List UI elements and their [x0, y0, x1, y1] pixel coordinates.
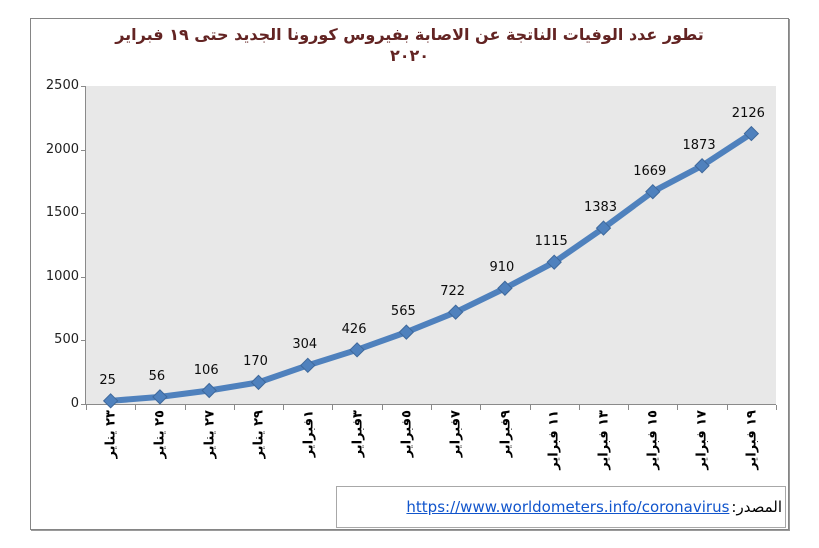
source-box: المصدر: https://www.worldometers.info/co…	[336, 486, 786, 528]
x-axis-tick	[283, 405, 285, 410]
data-label: 565	[390, 304, 416, 320]
y-axis-tick-label: 1500	[45, 205, 79, 221]
data-label: 722	[440, 284, 466, 300]
y-axis-tick-label: 500	[54, 332, 79, 348]
y-axis-tick-label: 2500	[45, 78, 79, 93]
x-axis-tick	[578, 405, 580, 410]
x-axis	[85, 404, 776, 405]
chart-title-line2: ٢٠٢٠	[389, 46, 430, 65]
y-axis-tick	[81, 276, 86, 278]
x-axis-tick	[677, 405, 679, 410]
chart-title-line1: تطور عدد الوفيات الناتجة عن الاصابة بفير…	[115, 25, 704, 44]
data-label: 106	[193, 362, 219, 378]
source-label: المصدر:	[731, 498, 782, 516]
data-label: 56	[148, 368, 166, 384]
x-axis-tick	[480, 405, 482, 410]
data-label: 304	[292, 337, 318, 353]
y-axis-tick	[81, 213, 86, 215]
chart-title: تطور عدد الوفيات الناتجة عن الاصابة بفير…	[31, 24, 788, 66]
x-axis-tick	[381, 405, 383, 410]
x-axis-tick	[233, 405, 235, 410]
data-label: 1115	[534, 234, 568, 250]
x-axis-tick	[184, 405, 186, 410]
x-axis-tick	[776, 405, 777, 410]
data-label: 2126	[731, 105, 765, 121]
data-label: 910	[489, 260, 515, 276]
y-axis	[85, 86, 86, 405]
chart-frame: تطور عدد الوفيات الناتجة عن الاصابة بفير…	[30, 18, 789, 530]
y-axis-tick-label: 0	[70, 396, 79, 411]
plot-area	[86, 86, 776, 404]
y-axis-tick-label: 1000	[45, 268, 79, 284]
x-axis-tick	[86, 405, 87, 410]
y-axis-tick	[81, 86, 86, 87]
source-link[interactable]: https://www.worldometers.info/coronaviru…	[406, 498, 730, 516]
x-axis-tick	[135, 405, 137, 410]
x-axis-tick	[628, 405, 630, 410]
y-axis-tick-label: 2000	[45, 141, 79, 157]
x-axis-tick	[332, 405, 334, 410]
y-axis-tick	[81, 340, 86, 342]
data-label: 1383	[583, 200, 618, 216]
x-axis-tick	[726, 405, 728, 410]
y-axis-tick	[81, 404, 86, 405]
data-label: 1669	[633, 163, 667, 179]
data-label: 426	[341, 321, 367, 337]
x-axis-tick	[431, 405, 432, 410]
data-label: 25	[99, 372, 116, 388]
data-label: 170	[243, 354, 268, 370]
x-axis-tick	[529, 405, 531, 410]
y-axis-tick	[81, 149, 86, 151]
data-label: 1873	[682, 137, 716, 153]
